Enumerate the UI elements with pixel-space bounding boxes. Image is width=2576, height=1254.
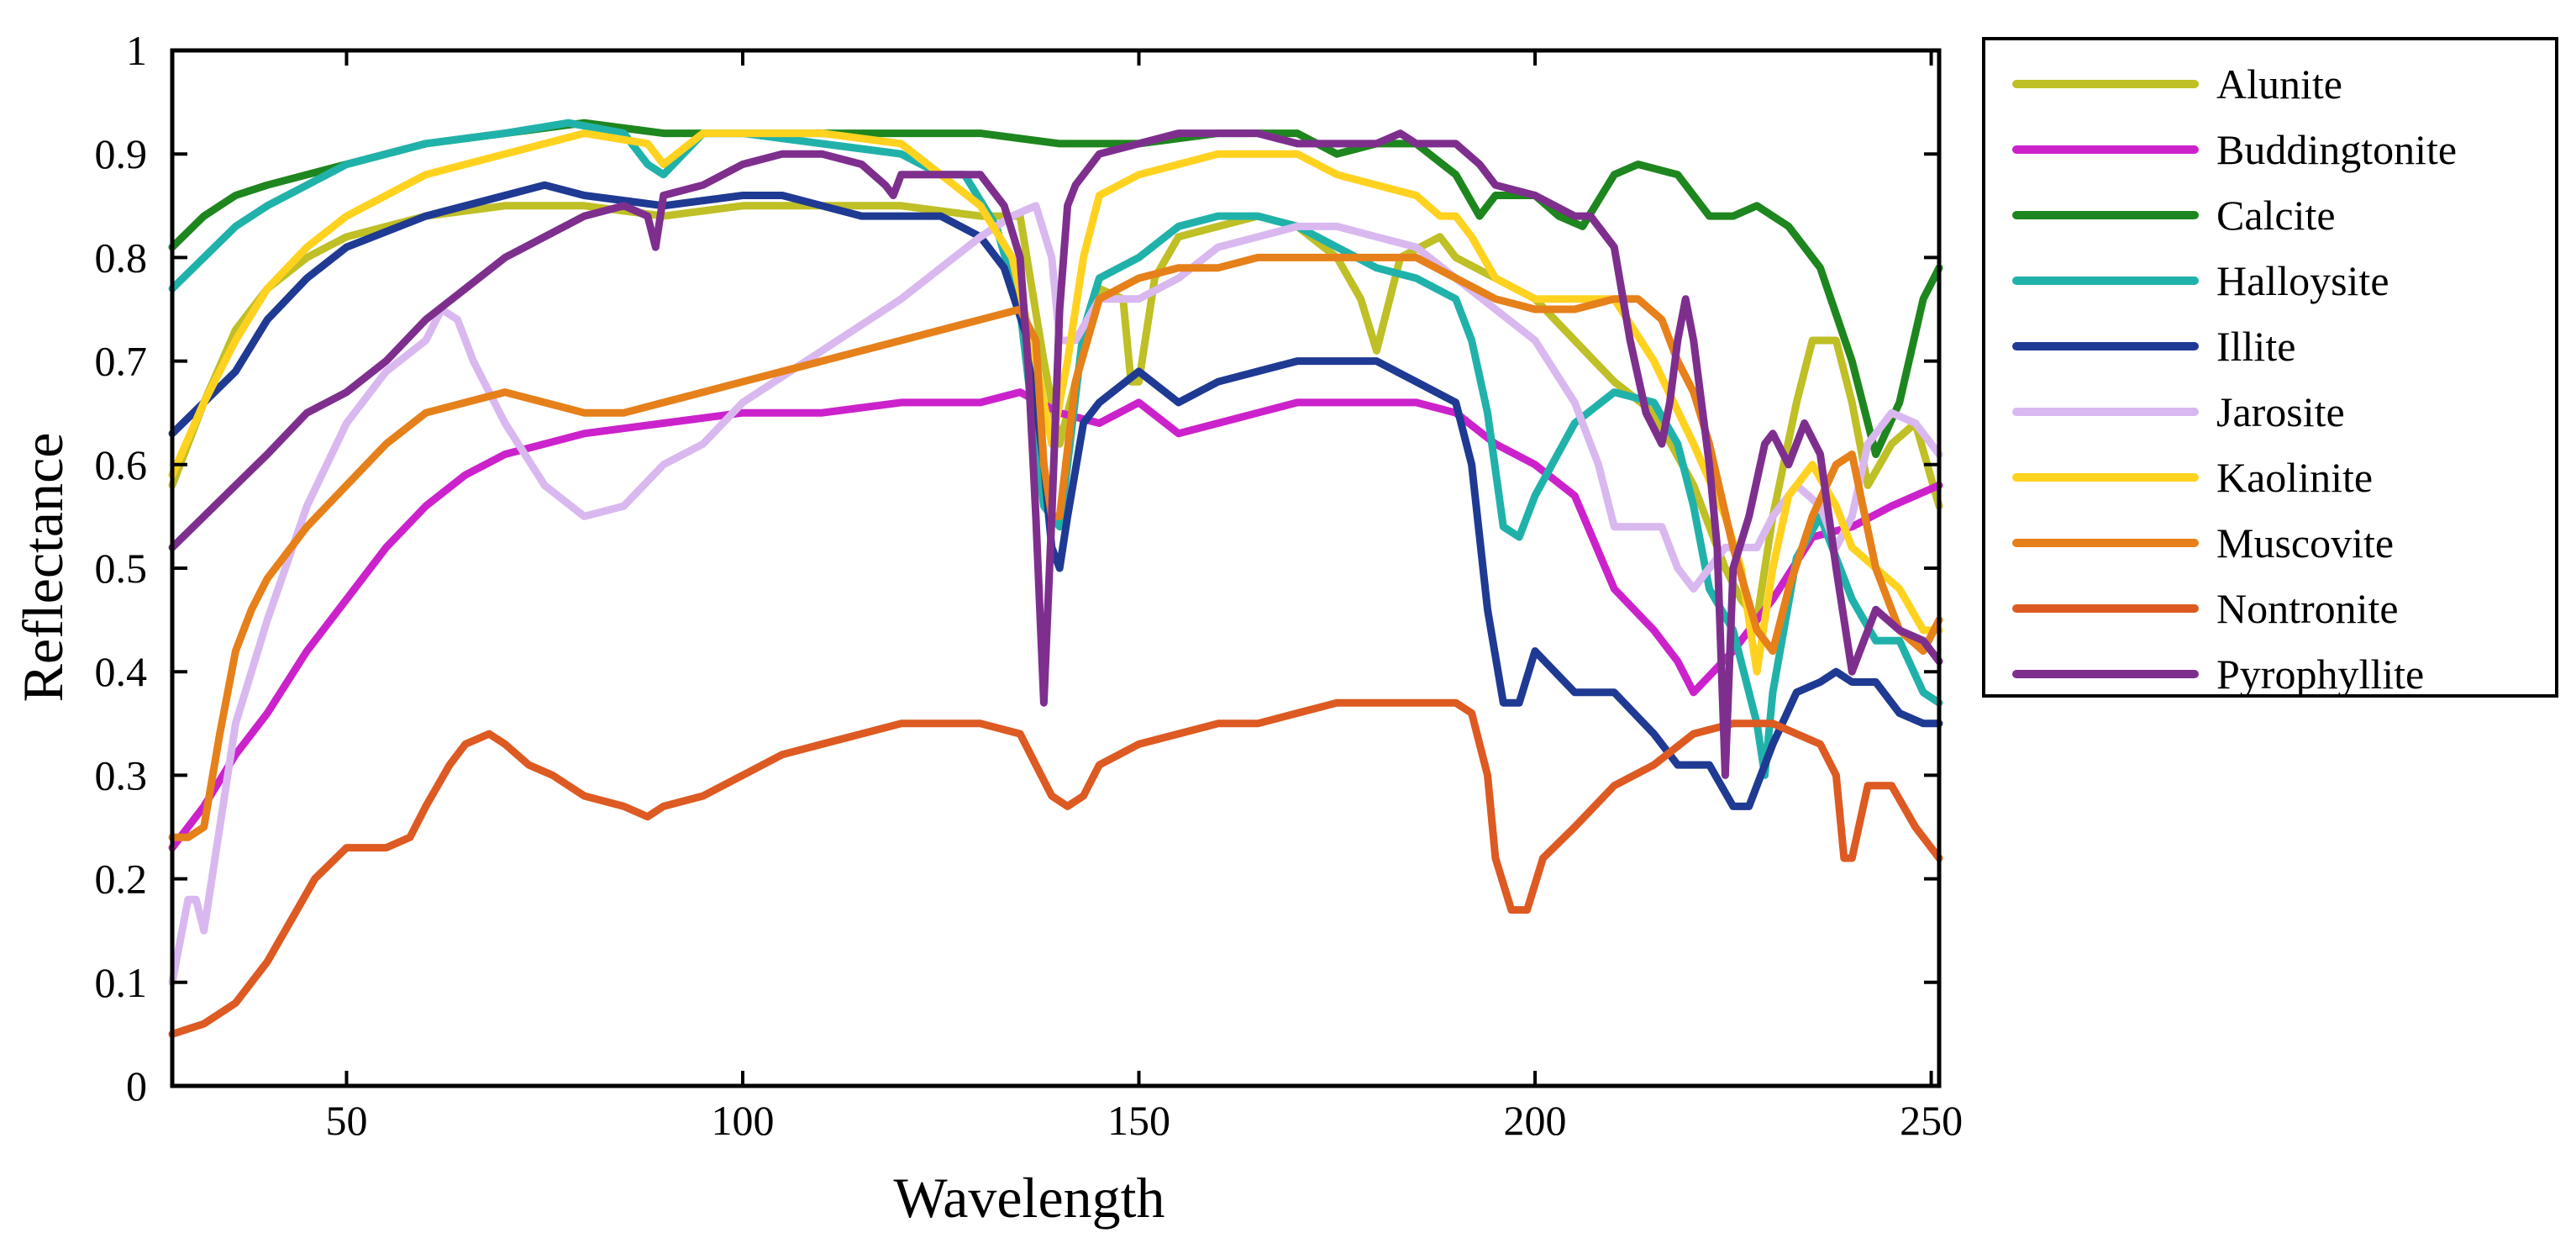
y-axis-title: Reflectance xyxy=(11,433,75,703)
y-tick-label: 0.3 xyxy=(95,751,148,798)
legend-label-jarosite: Jarosite xyxy=(2216,388,2345,435)
x-tick-label: 200 xyxy=(1504,1097,1567,1144)
series-line-nontronite xyxy=(168,698,1943,1038)
y-tick-label: 0.1 xyxy=(95,959,148,1006)
y-tick-label: 0 xyxy=(126,1062,147,1109)
legend-label-halloysite: Halloysite xyxy=(2216,257,2389,304)
series-layer xyxy=(168,119,1943,1038)
legend-label-alunite: Alunite xyxy=(2216,61,2342,108)
legend-label-pyrophyllite: Pyrophyllite xyxy=(2216,651,2424,698)
x-tick-label: 250 xyxy=(1900,1097,1963,1144)
y-tick-label: 0.9 xyxy=(95,130,148,177)
legend-label-kaolinite: Kaolinite xyxy=(2216,454,2373,501)
series-line-jarosite xyxy=(168,202,1943,987)
y-tick-label: 0.8 xyxy=(95,234,148,281)
legend-label-buddingtonite: Buddingtonite xyxy=(2216,126,2457,173)
series-line-pyrophyllite xyxy=(168,129,1943,779)
y-tick-label: 0.5 xyxy=(95,545,148,592)
legend-label-calcite: Calcite xyxy=(2216,192,2336,239)
legend-label-illite: Illite xyxy=(2216,323,2295,370)
series-line-illite xyxy=(168,181,1943,810)
x-tick-label: 100 xyxy=(711,1097,774,1144)
ticks-layer: 50 100 150 200 250 0 0.1 0.2 0.3 0.4 0.5 0.6 0.7 0.8 0… xyxy=(95,27,1964,1144)
series-line-buddingtonite xyxy=(168,388,1943,852)
x-tick-label: 50 xyxy=(325,1097,367,1144)
x-axis-title: Wavelength xyxy=(893,1166,1164,1230)
y-tick-label: 0.4 xyxy=(95,648,148,695)
plot-frame xyxy=(170,48,1942,1088)
legend-label-muscovite: Muscovite xyxy=(2216,519,2394,566)
y-tick-label: 0.6 xyxy=(95,441,148,488)
y-tick-label: 0.2 xyxy=(95,856,148,903)
y-tick-label: 0.7 xyxy=(95,338,148,385)
series-line-kaolinite xyxy=(168,129,1943,676)
series-line-muscovite xyxy=(168,253,1943,841)
legend-label-nontronite: Nontronite xyxy=(2216,585,2399,632)
y-tick-label: 1 xyxy=(126,27,147,74)
legend: Alunite Buddingtonite Calcite Halloysite Ill… xyxy=(1982,37,2558,698)
x-tick-label: 150 xyxy=(1107,1097,1170,1144)
